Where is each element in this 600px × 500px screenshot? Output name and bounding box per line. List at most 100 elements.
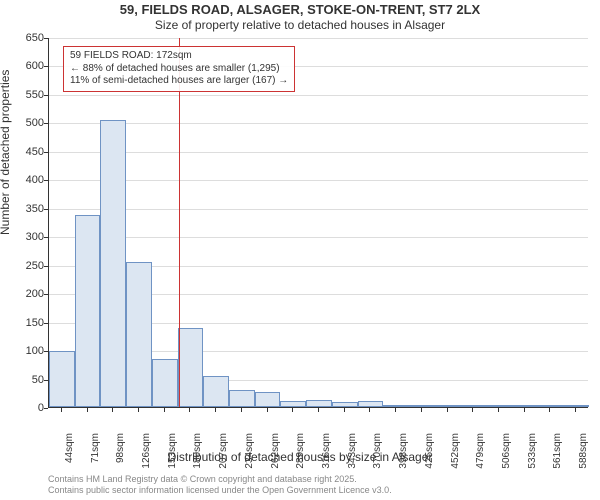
xtick-mark [575,408,576,412]
xtick-label: 289sqm [295,433,306,469]
histogram-bar [203,376,229,407]
ytick-label: 300 [4,231,44,243]
xtick-label: 126sqm [141,433,152,469]
ytick-label: 350 [4,203,44,215]
xtick-mark [549,408,550,412]
xtick-mark [215,408,216,412]
xtick-label: 343sqm [347,433,358,469]
histogram-bar [538,405,564,407]
ytick-mark [44,152,48,153]
ytick-mark [44,408,48,409]
ytick-mark [44,209,48,210]
xtick-mark [318,408,319,412]
histogram-bar [100,120,126,407]
xtick-mark [472,408,473,412]
xtick-mark [498,408,499,412]
gridline [49,123,588,124]
xtick-label: 398sqm [398,433,409,469]
histogram-bar [512,405,538,407]
histogram-bar [383,405,409,407]
ytick-label: 150 [4,317,44,329]
ytick-label: 250 [4,260,44,272]
gridline [49,180,588,181]
ytick-mark [44,66,48,67]
xtick-mark [112,408,113,412]
ytick-mark [44,351,48,352]
annotation-line: ← 88% of detached houses are smaller (1,… [70,63,288,76]
xtick-mark [241,408,242,412]
xtick-label: 262sqm [270,433,281,469]
xtick-mark [524,408,525,412]
property-marker-line [179,38,180,407]
xtick-mark [344,408,345,412]
xtick-mark [421,408,422,412]
footnote-line: Contains HM Land Registry data © Crown c… [48,474,392,485]
histogram-bar [152,359,178,407]
ytick-label: 650 [4,32,44,44]
chart-subtitle: Size of property relative to detached ho… [0,18,600,32]
xtick-label: 588sqm [578,433,589,469]
histogram-bar [229,390,255,407]
ytick-mark [44,180,48,181]
ytick-mark [44,237,48,238]
ytick-mark [44,294,48,295]
histogram-bar [563,405,589,407]
xtick-label: 533sqm [527,433,538,469]
histogram-bar [435,405,461,407]
chart-footnote: Contains HM Land Registry data © Crown c… [48,474,392,496]
gridline [49,38,588,39]
xtick-mark [292,408,293,412]
annotation-line: 59 FIELDS ROAD: 172sqm [70,50,288,63]
gridline [49,237,588,238]
xtick-label: 370sqm [372,433,383,469]
ytick-mark [44,323,48,324]
xtick-label: 316sqm [321,433,332,469]
gridline [49,95,588,96]
xtick-label: 71sqm [90,433,101,463]
xtick-mark [61,408,62,412]
xtick-label: 479sqm [475,433,486,469]
histogram-bar [178,328,204,407]
ytick-label: 450 [4,146,44,158]
ytick-label: 500 [4,117,44,129]
histogram-bar [255,392,281,407]
histogram-bar [75,215,101,407]
ytick-mark [44,266,48,267]
plot-area: 59 FIELDS ROAD: 172sqm ← 88% of detached… [48,38,588,408]
histogram-bar [332,402,358,407]
xtick-mark [164,408,165,412]
ytick-label: 600 [4,60,44,72]
histogram-bar [126,262,152,407]
histogram-bar [409,405,435,407]
xtick-label: 425sqm [424,433,435,469]
histogram-bar [486,405,512,407]
xtick-mark [87,408,88,412]
ytick-label: 400 [4,174,44,186]
histogram-bar [280,401,306,407]
xtick-label: 207sqm [218,433,229,469]
xtick-label: 153sqm [167,433,178,469]
ytick-label: 0 [4,402,44,414]
ytick-label: 200 [4,288,44,300]
xtick-mark [189,408,190,412]
footnote-line: Contains public sector information licen… [48,485,392,496]
xtick-label: 561sqm [552,433,563,469]
xtick-mark [369,408,370,412]
xtick-mark [138,408,139,412]
xtick-label: 452sqm [450,433,461,469]
histogram-bar [306,400,332,407]
histogram-bar [358,401,384,407]
ytick-label: 550 [4,89,44,101]
ytick-mark [44,380,48,381]
histogram-bar [49,351,75,407]
ytick-mark [44,95,48,96]
xtick-label: 44sqm [64,433,75,463]
gridline [49,209,588,210]
chart-title: 59, FIELDS ROAD, ALSAGER, STOKE-ON-TRENT… [0,2,600,18]
marker-annotation: 59 FIELDS ROAD: 172sqm ← 88% of detached… [63,46,295,92]
gridline [49,152,588,153]
xtick-mark [395,408,396,412]
ytick-label: 100 [4,345,44,357]
annotation-line: 11% of semi-detached houses are larger (… [70,75,288,88]
ytick-mark [44,123,48,124]
